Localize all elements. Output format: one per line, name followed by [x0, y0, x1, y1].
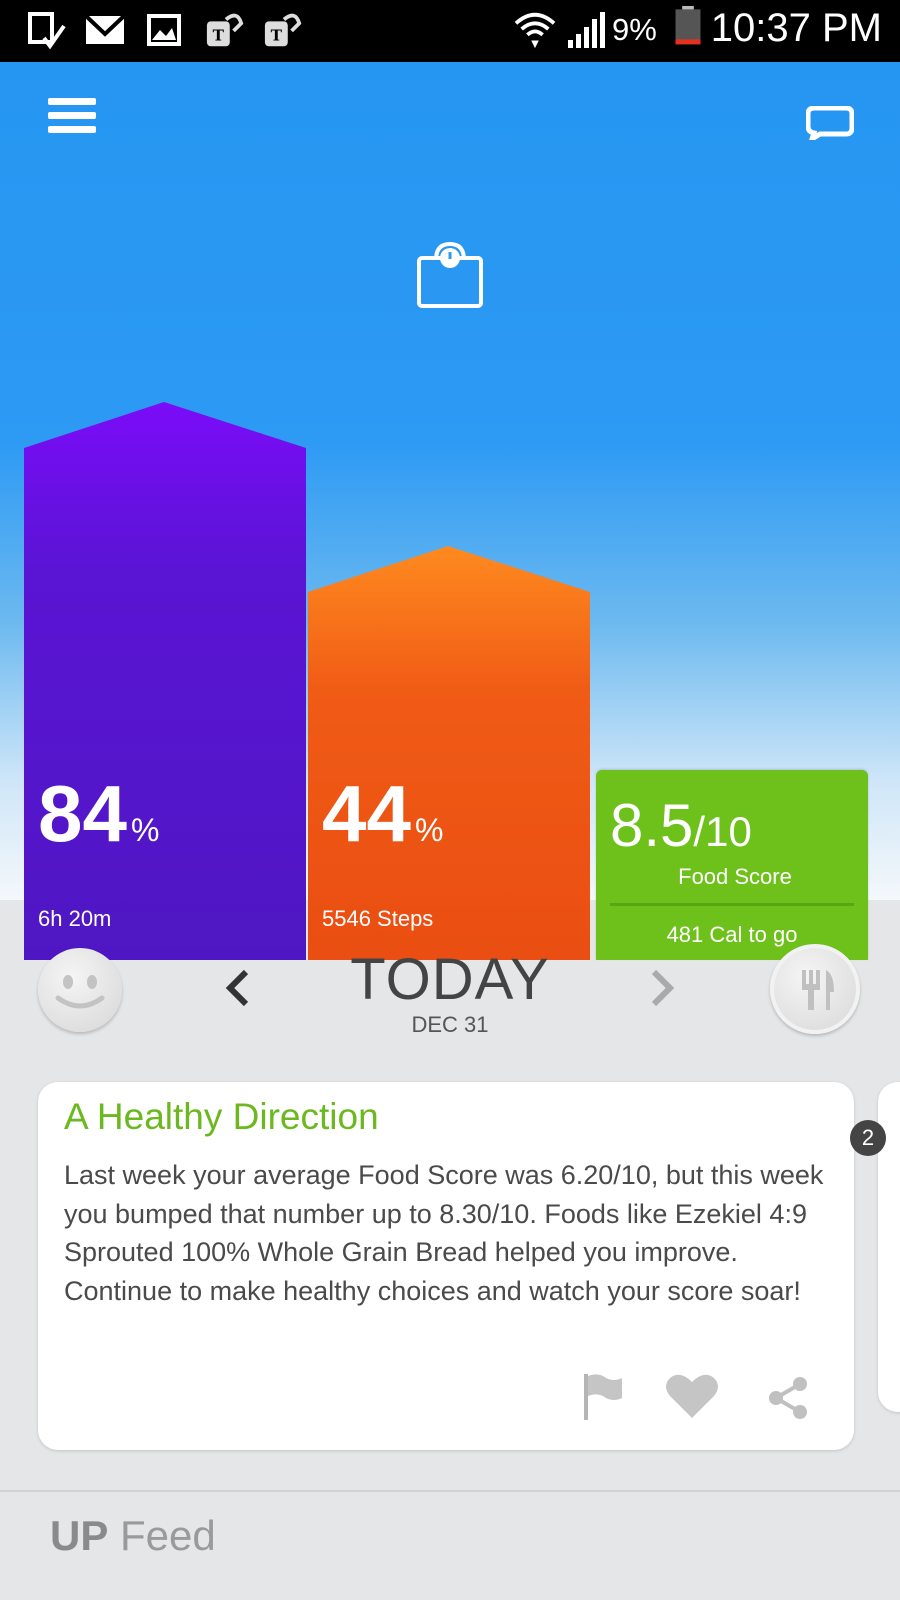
svg-text:T: T — [271, 26, 283, 44]
sleep-percent: 84% — [38, 774, 159, 854]
status-bar: T T 9% 10:37 PM — [0, 0, 900, 62]
clock: 10:37 PM — [711, 6, 882, 51]
day-date: DEC 31 — [0, 1012, 900, 1038]
scale-icon[interactable] — [416, 242, 484, 310]
steps-percent: 44% — [322, 774, 443, 854]
up-feed-title: UP Feed — [50, 1512, 216, 1560]
steps-bar[interactable]: 44% 5546 Steps — [308, 546, 590, 960]
chevron-right-icon[interactable] — [648, 966, 678, 1010]
wifi-icon — [512, 10, 558, 50]
card-count-badge: 2 — [850, 1120, 886, 1156]
food-score-value: 8.5/10 — [610, 796, 752, 856]
battery-percent: 9% — [612, 12, 657, 48]
fork-knife-icon — [774, 948, 856, 1030]
food-score-label: Food Score — [596, 864, 868, 890]
meal-button[interactable] — [770, 944, 860, 1034]
chat-icon[interactable] — [806, 106, 854, 140]
menu-button[interactable] — [48, 98, 96, 138]
flag-icon[interactable] — [578, 1372, 626, 1420]
heart-icon[interactable] — [664, 1372, 720, 1420]
hamburger-icon — [48, 98, 96, 105]
t-mobile-icon: T — [262, 10, 304, 50]
signal-icon — [566, 10, 608, 50]
svg-text:T: T — [213, 26, 225, 44]
download-done-icon — [26, 10, 66, 50]
sleep-bar[interactable]: 84% 6h 20m — [24, 402, 306, 960]
t-mobile-icon: T — [204, 10, 246, 50]
card-title: A Healthy Direction — [64, 1096, 379, 1138]
gallery-icon — [146, 10, 182, 50]
share-icon[interactable] — [764, 1372, 812, 1420]
gmail-icon — [84, 10, 126, 50]
up-feed-bar[interactable]: UP Feed — [0, 1490, 900, 1600]
day-title: TODAY — [0, 946, 900, 1013]
activity-dashboard: 84% 6h 20m 44% 5546 Steps 8.5/10 Food Sc… — [0, 62, 900, 900]
card-body: Last week your average Food Score was 6.… — [64, 1156, 824, 1310]
date-navigation: TODAY DEC 31 — [0, 900, 900, 1080]
battery-icon — [670, 6, 706, 46]
feed-card[interactable]: A Healthy Direction Last week your avera… — [38, 1082, 854, 1450]
